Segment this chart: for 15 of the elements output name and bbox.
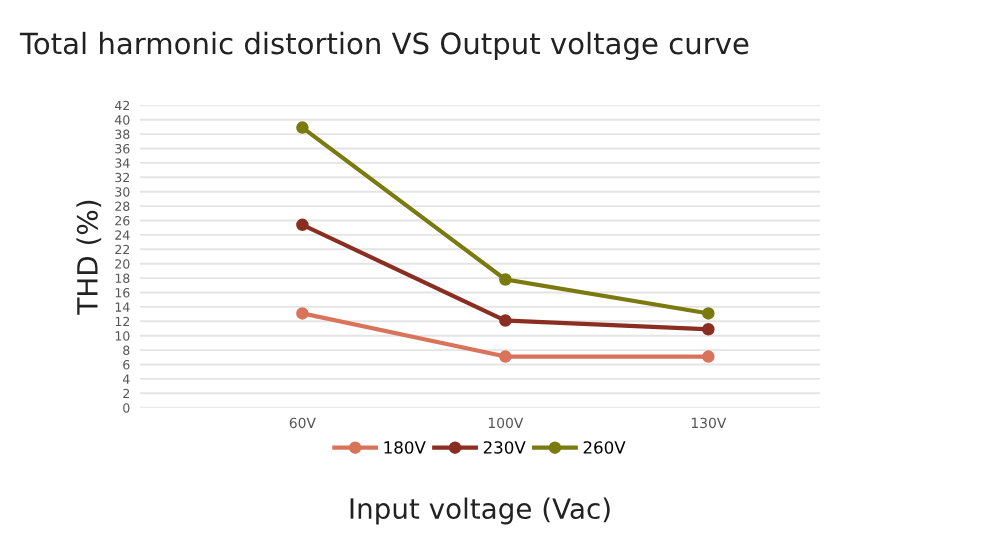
legend-label: 260V [583, 441, 626, 454]
point [702, 350, 715, 363]
chart-title: Total harmonic distortion VS Output voltage curve [19, 31, 749, 61]
point [296, 218, 309, 232]
legend-label: 180V [384, 441, 426, 454]
x-axis-title: Input voltage (Vac) [350, 497, 610, 525]
point [702, 307, 715, 320]
point [296, 121, 309, 134]
point [499, 350, 512, 363]
legend-label: 230V [483, 441, 526, 454]
point [499, 314, 512, 327]
point [499, 273, 512, 286]
y-axis-title: THD (%) [76, 200, 102, 315]
point [702, 322, 715, 336]
point [296, 307, 309, 320]
